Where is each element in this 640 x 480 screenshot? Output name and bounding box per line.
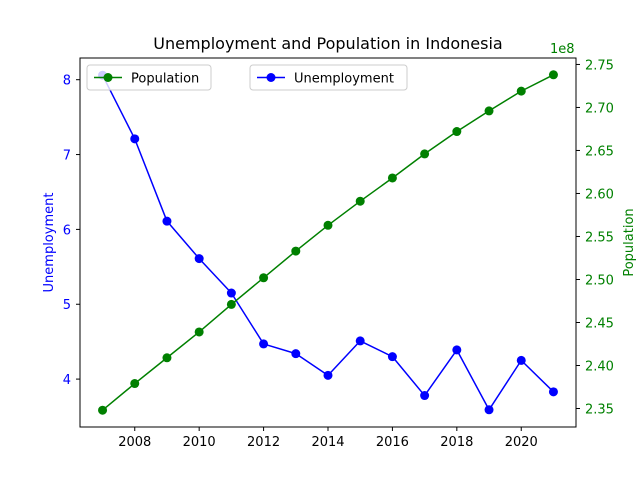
axes: 2008 2010 2012 2014 2016 2018 2020 4 5 6 7 8 2.35 2.4… xyxy=(42,42,637,450)
unemployment-point xyxy=(548,387,558,397)
population-point xyxy=(387,173,397,183)
x-tick-label: 2008 xyxy=(118,435,151,450)
population-point xyxy=(226,299,236,309)
legend-swatch-marker xyxy=(103,73,113,82)
y-left-tick-label: 7 xyxy=(63,149,71,164)
legend-box xyxy=(249,64,408,91)
population-point xyxy=(98,405,108,415)
unemployment-point xyxy=(484,405,494,415)
population-point xyxy=(484,106,494,116)
unemployment-point xyxy=(516,355,526,365)
y-right-tick-label: 2.75 xyxy=(585,58,614,73)
legend-upper-center: Unemployment xyxy=(249,64,408,91)
x-tick-label: 2014 xyxy=(311,435,344,450)
y-right-tick-label: 2.55 xyxy=(585,230,614,245)
population-point xyxy=(259,273,269,283)
legend-label: Unemployment xyxy=(294,72,394,87)
chart-title: Unemployment and Population in Indonesia xyxy=(153,34,502,53)
x-tick-label: 2018 xyxy=(440,435,473,450)
population-point xyxy=(291,246,301,256)
unemployment-point xyxy=(259,339,269,349)
y-left-axis-label: Unemployment xyxy=(42,193,57,293)
population-point xyxy=(130,379,140,389)
unemployment-point xyxy=(162,216,172,226)
y-right-tick-label: 2.35 xyxy=(585,403,614,418)
legend-upper-left: Population xyxy=(86,64,212,91)
unemployment-point xyxy=(355,336,365,346)
legends: Population Unemployment xyxy=(86,64,408,91)
y-right-tick-label: 2.65 xyxy=(585,144,614,159)
y-right-tick-label: 2.50 xyxy=(585,273,614,288)
unemployment-point xyxy=(387,352,397,362)
population-point xyxy=(548,70,558,80)
y-left-tick-label: 8 xyxy=(63,74,71,89)
unemployment-point xyxy=(420,391,430,401)
population-point xyxy=(162,353,172,363)
unemployment-point xyxy=(323,370,333,380)
y-right-offset-text: 1e8 xyxy=(550,42,575,57)
y-left-tick-label: 6 xyxy=(63,223,71,238)
y-right-tick-label: 2.70 xyxy=(585,101,614,116)
unemployment-point xyxy=(452,345,462,355)
y-left-tick-label: 5 xyxy=(63,298,71,313)
x-tick-label: 2012 xyxy=(247,435,280,450)
unemployment-point xyxy=(226,288,236,298)
y-right-axis-label: Population xyxy=(622,208,637,276)
unemployment-point xyxy=(130,134,140,144)
legend-swatch-marker xyxy=(266,73,276,82)
unemployment-point xyxy=(194,254,204,264)
population-point xyxy=(420,149,430,159)
legend-label: Population xyxy=(131,72,199,87)
legend-box xyxy=(86,64,212,91)
population-point xyxy=(452,127,462,137)
x-tick-label: 2016 xyxy=(376,435,409,450)
y-left-tick-label: 4 xyxy=(63,373,71,388)
y-right-tick-label: 2.45 xyxy=(585,316,614,331)
x-tick-label: 2020 xyxy=(505,435,538,450)
population-point xyxy=(516,86,526,96)
y-right-tick-label: 2.60 xyxy=(585,187,614,202)
x-tick-label: 2010 xyxy=(183,435,216,450)
y-right-tick-label: 2.40 xyxy=(585,360,614,375)
population-point xyxy=(194,327,204,337)
population-point xyxy=(355,196,365,206)
unemployment-point xyxy=(291,349,301,359)
population-point xyxy=(323,220,333,230)
